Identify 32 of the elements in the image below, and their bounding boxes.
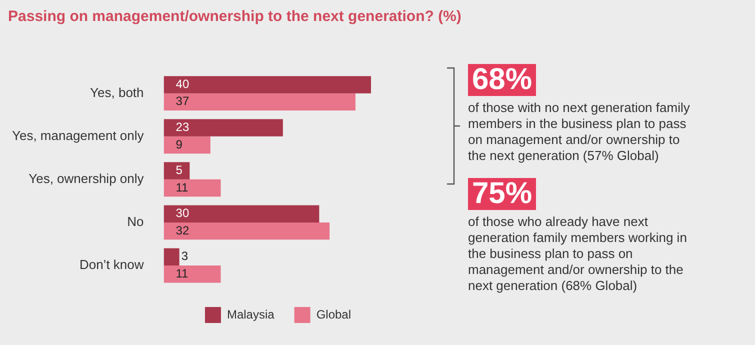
text: 75% (468, 177, 536, 210)
bar (164, 205, 320, 222)
legend-label: Global (316, 307, 351, 322)
bar (164, 265, 221, 283)
data-label: 23 (176, 120, 190, 134)
bar (164, 136, 210, 154)
data-label: 11 (176, 180, 189, 194)
chart-title: Passing on management/ownership to the next generation? (%) (8, 8, 462, 25)
bar (164, 76, 371, 94)
legend-label: Malaysia (226, 307, 275, 322)
bar (164, 119, 283, 136)
bar (164, 248, 180, 266)
bar (164, 179, 221, 197)
y-tick-label: Yes, management only (12, 128, 144, 143)
y-tick-label: No (127, 214, 144, 230)
bar (164, 222, 330, 240)
y-tick-label: Yes, both (90, 84, 144, 100)
y-tick-label: Don’t know (79, 257, 144, 272)
text: 68% (468, 63, 536, 96)
text: of those who already have next generation family members working in the business plan to pass on management and/or ownership to the next generation (68% Global) (468, 214, 688, 294)
y-tick-label: Yes, ownership only (28, 170, 144, 186)
data-label: 9 (176, 137, 183, 152)
text: of those with no next generation family members in the business plan to pass on management and/or ownership to the next generation (57% Global) (468, 100, 691, 164)
data-label: 3 (181, 249, 188, 264)
data-label: 32 (176, 223, 190, 238)
data-label: 37 (176, 94, 190, 108)
bar (164, 162, 190, 180)
data-label: 40 (176, 77, 190, 92)
data-label: 11 (176, 266, 189, 280)
data-label: 5 (176, 163, 183, 178)
bar (164, 93, 356, 111)
data-label: 30 (176, 206, 190, 220)
